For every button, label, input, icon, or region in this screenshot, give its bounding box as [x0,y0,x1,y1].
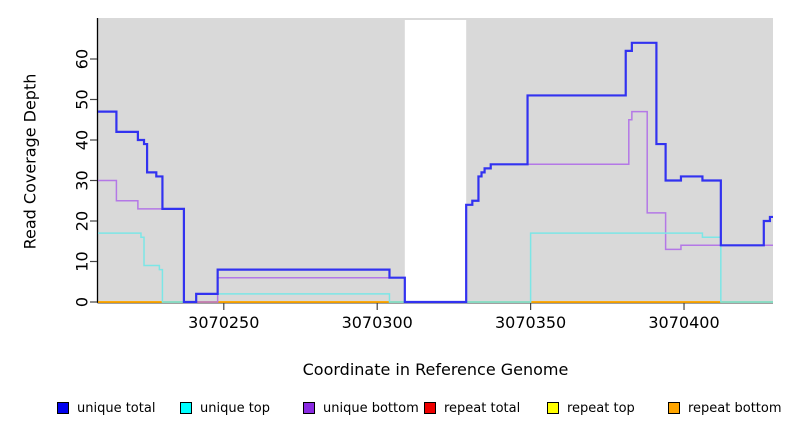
legend-swatch-unique-total [57,402,69,414]
x-axis-title: Coordinate in Reference Genome [302,360,569,379]
legend-item-unique-bottom: unique bottom [303,399,419,417]
legend-item-repeat-top: repeat top [547,399,635,417]
legend-label: repeat bottom [688,400,782,416]
x-tick-label: 3070400 [648,313,719,332]
y-tick-label: 60 [73,49,92,69]
y-tick-label: 20 [73,211,92,231]
legend-item-repeat-total: repeat total [424,399,520,417]
y-tick-label: 10 [73,251,92,271]
x-tick-label: 3070350 [495,313,566,332]
y-tick-label: 50 [73,89,92,109]
legend: unique total unique top unique bottom repea… [0,399,792,417]
no-data-gap-band [404,20,467,303]
legend-label: unique top [200,400,271,416]
x-tick-label: 3070300 [342,313,413,332]
legend-label: unique total [77,400,156,416]
y-axis-title: Read Coverage Depth [20,73,40,250]
legend-swatch-repeat-bottom [668,402,680,414]
legend-swatch-unique-bottom [303,402,315,414]
series-line-unique-total [98,41,773,304]
legend-label: repeat total [444,400,521,416]
legend-swatch-repeat-top [547,402,559,414]
y-tick-label: 30 [73,170,92,190]
y-tick-label: 0 [73,297,92,307]
legend-item-unique-total: unique total [57,399,155,417]
legend-item-repeat-bottom: repeat bottom [668,399,782,417]
legend-swatch-unique-top [180,402,192,414]
legend-label: unique bottom [323,400,419,416]
legend-label: repeat top [567,400,635,416]
legend-item-unique-top: unique top [180,399,270,417]
legend-swatch-repeat-total [424,402,436,414]
y-tick-label: 40 [73,130,92,150]
x-tick-label: 3070250 [188,313,259,332]
